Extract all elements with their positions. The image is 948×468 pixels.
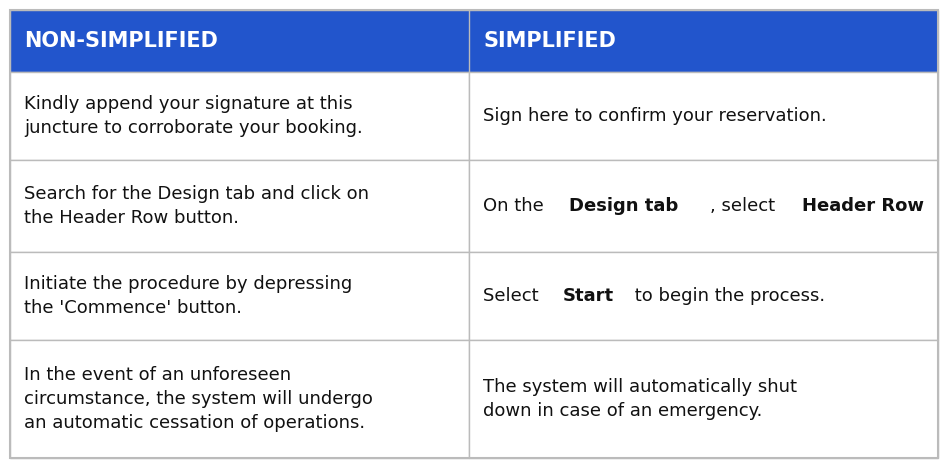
Text: SIMPLIFIED: SIMPLIFIED bbox=[483, 31, 616, 51]
Bar bbox=[469, 72, 938, 160]
Text: The system will automatically shut
down in case of an emergency.: The system will automatically shut down … bbox=[483, 378, 797, 420]
Text: to begin the process.: to begin the process. bbox=[629, 287, 825, 305]
Text: , select: , select bbox=[710, 197, 781, 215]
Bar bbox=[10, 340, 469, 458]
Text: Select: Select bbox=[483, 287, 545, 305]
Text: Sign here to confirm your reservation.: Sign here to confirm your reservation. bbox=[483, 107, 827, 125]
Text: Header Row: Header Row bbox=[802, 197, 923, 215]
Text: NON-SIMPLIFIED: NON-SIMPLIFIED bbox=[24, 31, 218, 51]
Bar bbox=[10, 72, 469, 160]
Text: Kindly append your signature at this
juncture to corroborate your booking.: Kindly append your signature at this jun… bbox=[24, 95, 363, 137]
Bar bbox=[10, 252, 469, 340]
Text: Initiate the procedure by depressing
the 'Commence' button.: Initiate the procedure by depressing the… bbox=[24, 275, 353, 317]
Bar bbox=[10, 160, 469, 252]
Text: On the: On the bbox=[483, 197, 550, 215]
Bar bbox=[469, 340, 938, 458]
Text: Start: Start bbox=[562, 287, 613, 305]
Text: Search for the Design tab and click on
the Header Row button.: Search for the Design tab and click on t… bbox=[24, 185, 369, 227]
Bar bbox=[469, 160, 938, 252]
Bar bbox=[10, 10, 938, 72]
Text: Design tab: Design tab bbox=[569, 197, 679, 215]
Text: In the event of an unforeseen
circumstance, the system will undergo
an automatic: In the event of an unforeseen circumstan… bbox=[24, 366, 373, 431]
Bar bbox=[469, 252, 938, 340]
